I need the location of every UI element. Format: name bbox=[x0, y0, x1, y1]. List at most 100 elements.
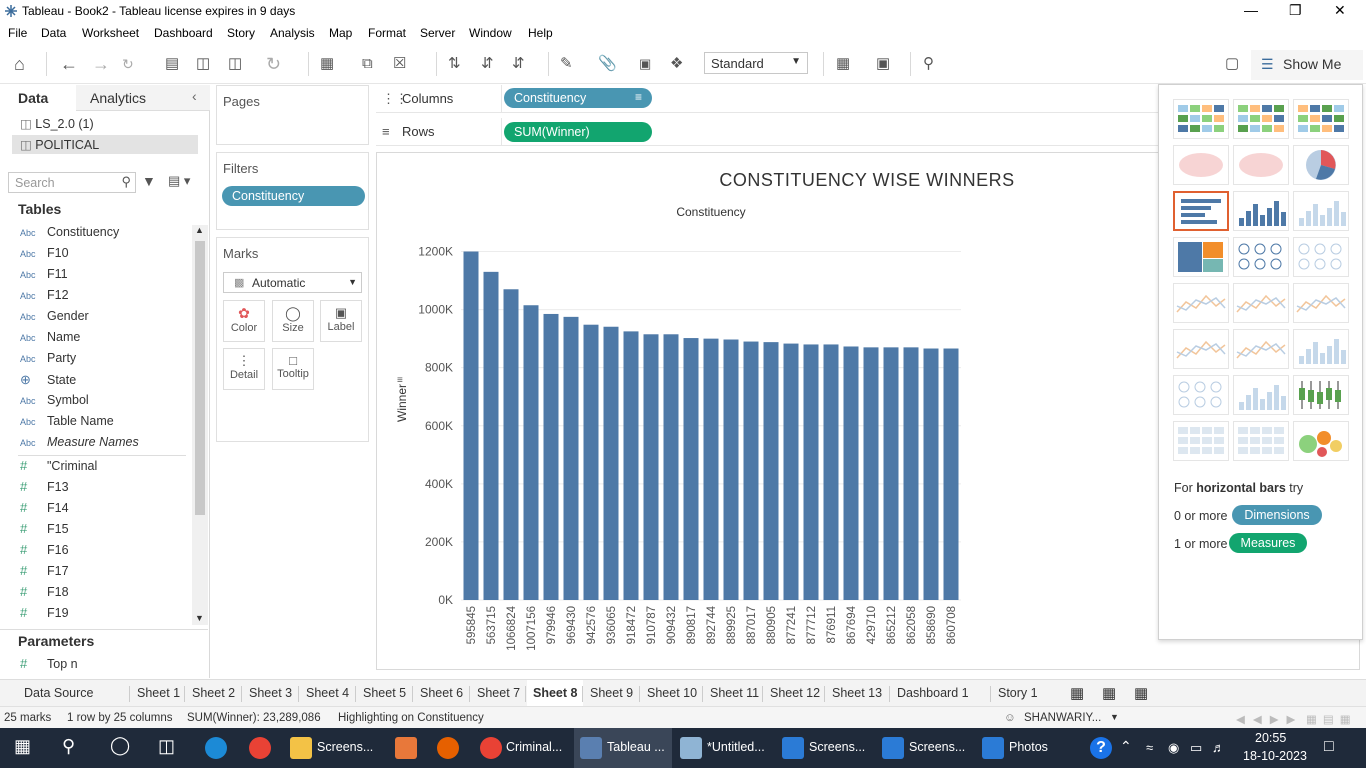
matlab-icon[interactable] bbox=[395, 737, 417, 759]
windows-start-icon[interactable]: ▦ bbox=[14, 736, 32, 756]
tab-sheet-8[interactable]: Sheet 8 bbox=[527, 680, 584, 706]
tab-sheet-1[interactable]: Sheet 1 bbox=[137, 686, 181, 700]
bar[interactable] bbox=[743, 341, 759, 600]
bar[interactable] bbox=[583, 324, 599, 600]
tab-sheet-5[interactable]: Sheet 5 bbox=[363, 686, 407, 700]
duplicate-sheet-icon[interactable]: ⧉ bbox=[362, 55, 373, 72]
menu-dashboard[interactable]: Dashboard bbox=[154, 26, 213, 40]
tab-sheet-12[interactable]: Sheet 12 bbox=[770, 686, 821, 700]
menu-file[interactable]: File bbox=[8, 26, 28, 40]
box-whisker-icon[interactable] bbox=[1293, 375, 1349, 415]
new-worksheet-icon[interactable]: ▦ bbox=[1070, 685, 1085, 702]
bar[interactable] bbox=[843, 346, 859, 600]
measure-item[interactable]: # F18 bbox=[20, 584, 69, 599]
photos-icon[interactable] bbox=[982, 737, 1004, 759]
filters-shelf[interactable]: Filters Constituency bbox=[216, 152, 369, 230]
search-input[interactable]: Search ⚲ bbox=[8, 172, 136, 193]
measure-item[interactable]: # F19 bbox=[20, 605, 69, 620]
datasource-item-selected[interactable]: ◫ POLITICAL bbox=[12, 135, 198, 154]
gantt-chart-icon[interactable] bbox=[1173, 421, 1229, 461]
bullet-graph-icon[interactable] bbox=[1233, 421, 1289, 461]
taskbar-item-photos[interactable]: Photos bbox=[1009, 740, 1048, 754]
circle-views-icon[interactable] bbox=[1233, 237, 1289, 277]
field-item[interactable]: Abc Constituency bbox=[20, 225, 120, 239]
side-by-side-circles-icon[interactable] bbox=[1293, 237, 1349, 277]
menu-analysis[interactable]: Analysis bbox=[270, 26, 315, 40]
tab-sheet-13[interactable]: Sheet 13 bbox=[832, 686, 883, 700]
area-discrete-icon[interactable] bbox=[1233, 329, 1289, 369]
camera-icon[interactable]: ◉ bbox=[1168, 740, 1180, 755]
menu-format[interactable]: Format bbox=[368, 26, 407, 40]
tab-sheet-2[interactable]: Sheet 2 bbox=[192, 686, 236, 700]
pause-updates-icon[interactable]: ◫ bbox=[228, 55, 243, 72]
taskbar-item-criminal[interactable]: Criminal... bbox=[506, 740, 563, 754]
tab-sheet-6[interactable]: Sheet 6 bbox=[420, 686, 464, 700]
highlight-table-icon[interactable] bbox=[1293, 99, 1349, 139]
bar[interactable] bbox=[723, 339, 739, 600]
tableau-icon[interactable] bbox=[580, 737, 602, 759]
horizontal-bars-icon[interactable] bbox=[1173, 191, 1229, 231]
tab-analytics[interactable]: Analytics ‹ bbox=[76, 85, 210, 111]
fit-select[interactable]: Standard ▼ bbox=[704, 52, 808, 74]
tooltip-button[interactable]: □ Tooltip bbox=[272, 348, 314, 390]
rows-shelf[interactable]: ≡ Rows SUM(Winner) bbox=[376, 118, 1360, 146]
menu-map[interactable]: Map bbox=[329, 26, 353, 40]
swap-rows-columns-icon[interactable]: ⇅ bbox=[448, 55, 461, 72]
bar[interactable] bbox=[683, 338, 699, 600]
file-explorer-icon[interactable] bbox=[290, 737, 312, 759]
undo-icon[interactable]: ← bbox=[60, 54, 78, 74]
bar[interactable] bbox=[783, 343, 799, 600]
save-icon[interactable]: ▤ bbox=[165, 55, 180, 72]
maximize-icon[interactable]: ❐ bbox=[1289, 2, 1302, 18]
chrome-icon[interactable] bbox=[480, 737, 502, 759]
bar[interactable] bbox=[763, 342, 779, 600]
tab-sheet-9[interactable]: Sheet 9 bbox=[590, 686, 634, 700]
field-item[interactable]: Abc F11 bbox=[20, 267, 68, 281]
measure-item[interactable]: # F13 bbox=[20, 479, 69, 494]
tab-sheet-10[interactable]: Sheet 10 bbox=[647, 686, 698, 700]
clock-time[interactable]: 20:55 bbox=[1255, 731, 1287, 745]
bar[interactable] bbox=[603, 326, 619, 600]
measure-item[interactable]: # F14 bbox=[20, 500, 69, 515]
menu-window[interactable]: Window bbox=[469, 26, 512, 40]
help-icon[interactable]: ? bbox=[1090, 737, 1112, 759]
redo-icon[interactable]: → bbox=[92, 54, 110, 74]
bar[interactable] bbox=[483, 271, 499, 600]
notifications-icon[interactable]: □ bbox=[1324, 738, 1334, 755]
scrollbar[interactable]: ▲ ▼ bbox=[192, 225, 208, 625]
sheet-nav-icon[interactable]: ◀◀▶▶ bbox=[1236, 714, 1304, 726]
pie-chart-icon[interactable] bbox=[1293, 145, 1349, 185]
bar[interactable] bbox=[883, 347, 899, 600]
chevron-down-icon[interactable]: ▼ bbox=[1110, 712, 1119, 722]
firefox-icon[interactable] bbox=[437, 737, 459, 759]
bar[interactable] bbox=[663, 334, 679, 600]
datasource-item[interactable]: ◫ LS_2.0 (1) bbox=[20, 117, 94, 131]
measure-item[interactable]: # F17 bbox=[20, 563, 69, 578]
field-item[interactable]: Abc Party bbox=[20, 351, 77, 365]
share-icon[interactable]: ⚲ bbox=[923, 55, 934, 72]
tab-sheet-3[interactable]: Sheet 3 bbox=[249, 686, 293, 700]
tab-data-source[interactable]: Data Source bbox=[24, 686, 94, 700]
tab-dashboard-1[interactable]: Dashboard 1 bbox=[897, 686, 969, 700]
clock-date[interactable]: 18-10-2023 bbox=[1243, 749, 1307, 763]
new-dashboard-icon[interactable]: ▦ bbox=[1102, 685, 1117, 702]
field-item[interactable]: Abc Name bbox=[20, 330, 81, 344]
taskbar-item-untitled[interactable]: *Untitled... bbox=[707, 740, 765, 754]
field-item[interactable]: Abc Table Name bbox=[20, 414, 114, 428]
chevron-up-icon[interactable]: ⌃ bbox=[1120, 738, 1132, 754]
taskbar-item-screenshots-2[interactable]: Screens... bbox=[809, 740, 866, 754]
mark-type-select[interactable]: ▩ Automatic ▼ bbox=[223, 272, 362, 293]
field-item[interactable]: Abc F12 bbox=[20, 288, 69, 302]
bar[interactable] bbox=[943, 348, 959, 600]
color-button[interactable]: ✿ Color bbox=[223, 300, 265, 342]
presentation-mode-icon[interactable]: ▣ bbox=[876, 55, 891, 72]
menu-data[interactable]: Data bbox=[41, 26, 67, 40]
tab-sheet-7[interactable]: Sheet 7 bbox=[477, 686, 521, 700]
group-members-icon[interactable]: 📎 bbox=[598, 55, 617, 72]
menu-server[interactable]: Server bbox=[420, 26, 456, 40]
sheet-view-icon[interactable]: ▦▤▦ bbox=[1306, 714, 1357, 726]
bar[interactable] bbox=[563, 316, 579, 600]
measure-item[interactable]: # "Criminal bbox=[20, 458, 98, 473]
clear-sheet-icon[interactable]: ☒ bbox=[393, 55, 407, 72]
highlight-icon[interactable]: ✎ bbox=[560, 55, 573, 72]
